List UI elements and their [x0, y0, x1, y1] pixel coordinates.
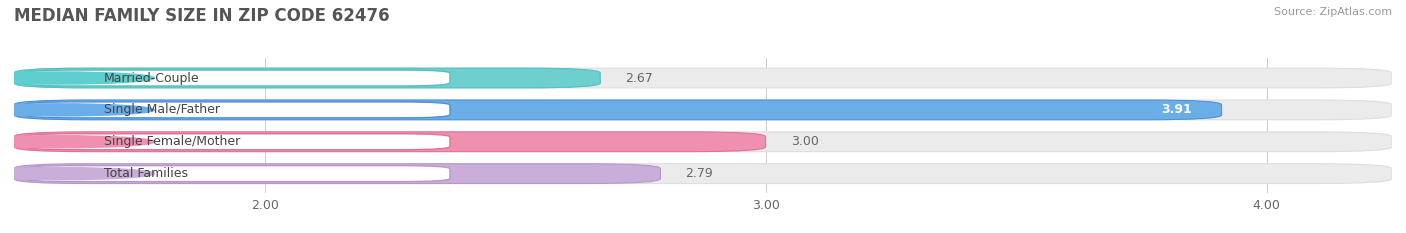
Text: Total Families: Total Families [104, 167, 188, 180]
Text: Married-Couple: Married-Couple [104, 72, 200, 85]
Text: 3.00: 3.00 [790, 135, 818, 148]
FancyBboxPatch shape [14, 68, 1392, 88]
Text: MEDIAN FAMILY SIZE IN ZIP CODE 62476: MEDIAN FAMILY SIZE IN ZIP CODE 62476 [14, 7, 389, 25]
FancyBboxPatch shape [24, 134, 450, 150]
Text: 3.91: 3.91 [1161, 103, 1191, 116]
Text: Source: ZipAtlas.com: Source: ZipAtlas.com [1274, 7, 1392, 17]
FancyBboxPatch shape [14, 100, 1392, 120]
Circle shape [0, 168, 155, 180]
Text: 2.67: 2.67 [626, 72, 654, 85]
Text: Single Female/Mother: Single Female/Mother [104, 135, 240, 148]
FancyBboxPatch shape [24, 166, 450, 182]
Text: Single Male/Father: Single Male/Father [104, 103, 221, 116]
Text: 2.79: 2.79 [686, 167, 713, 180]
FancyBboxPatch shape [14, 164, 1392, 184]
FancyBboxPatch shape [14, 132, 766, 152]
FancyBboxPatch shape [24, 102, 450, 118]
FancyBboxPatch shape [14, 100, 1222, 120]
Circle shape [0, 136, 155, 148]
FancyBboxPatch shape [24, 70, 450, 86]
FancyBboxPatch shape [14, 68, 600, 88]
Circle shape [0, 104, 155, 116]
FancyBboxPatch shape [14, 164, 661, 184]
Circle shape [0, 72, 155, 84]
FancyBboxPatch shape [14, 132, 1392, 152]
